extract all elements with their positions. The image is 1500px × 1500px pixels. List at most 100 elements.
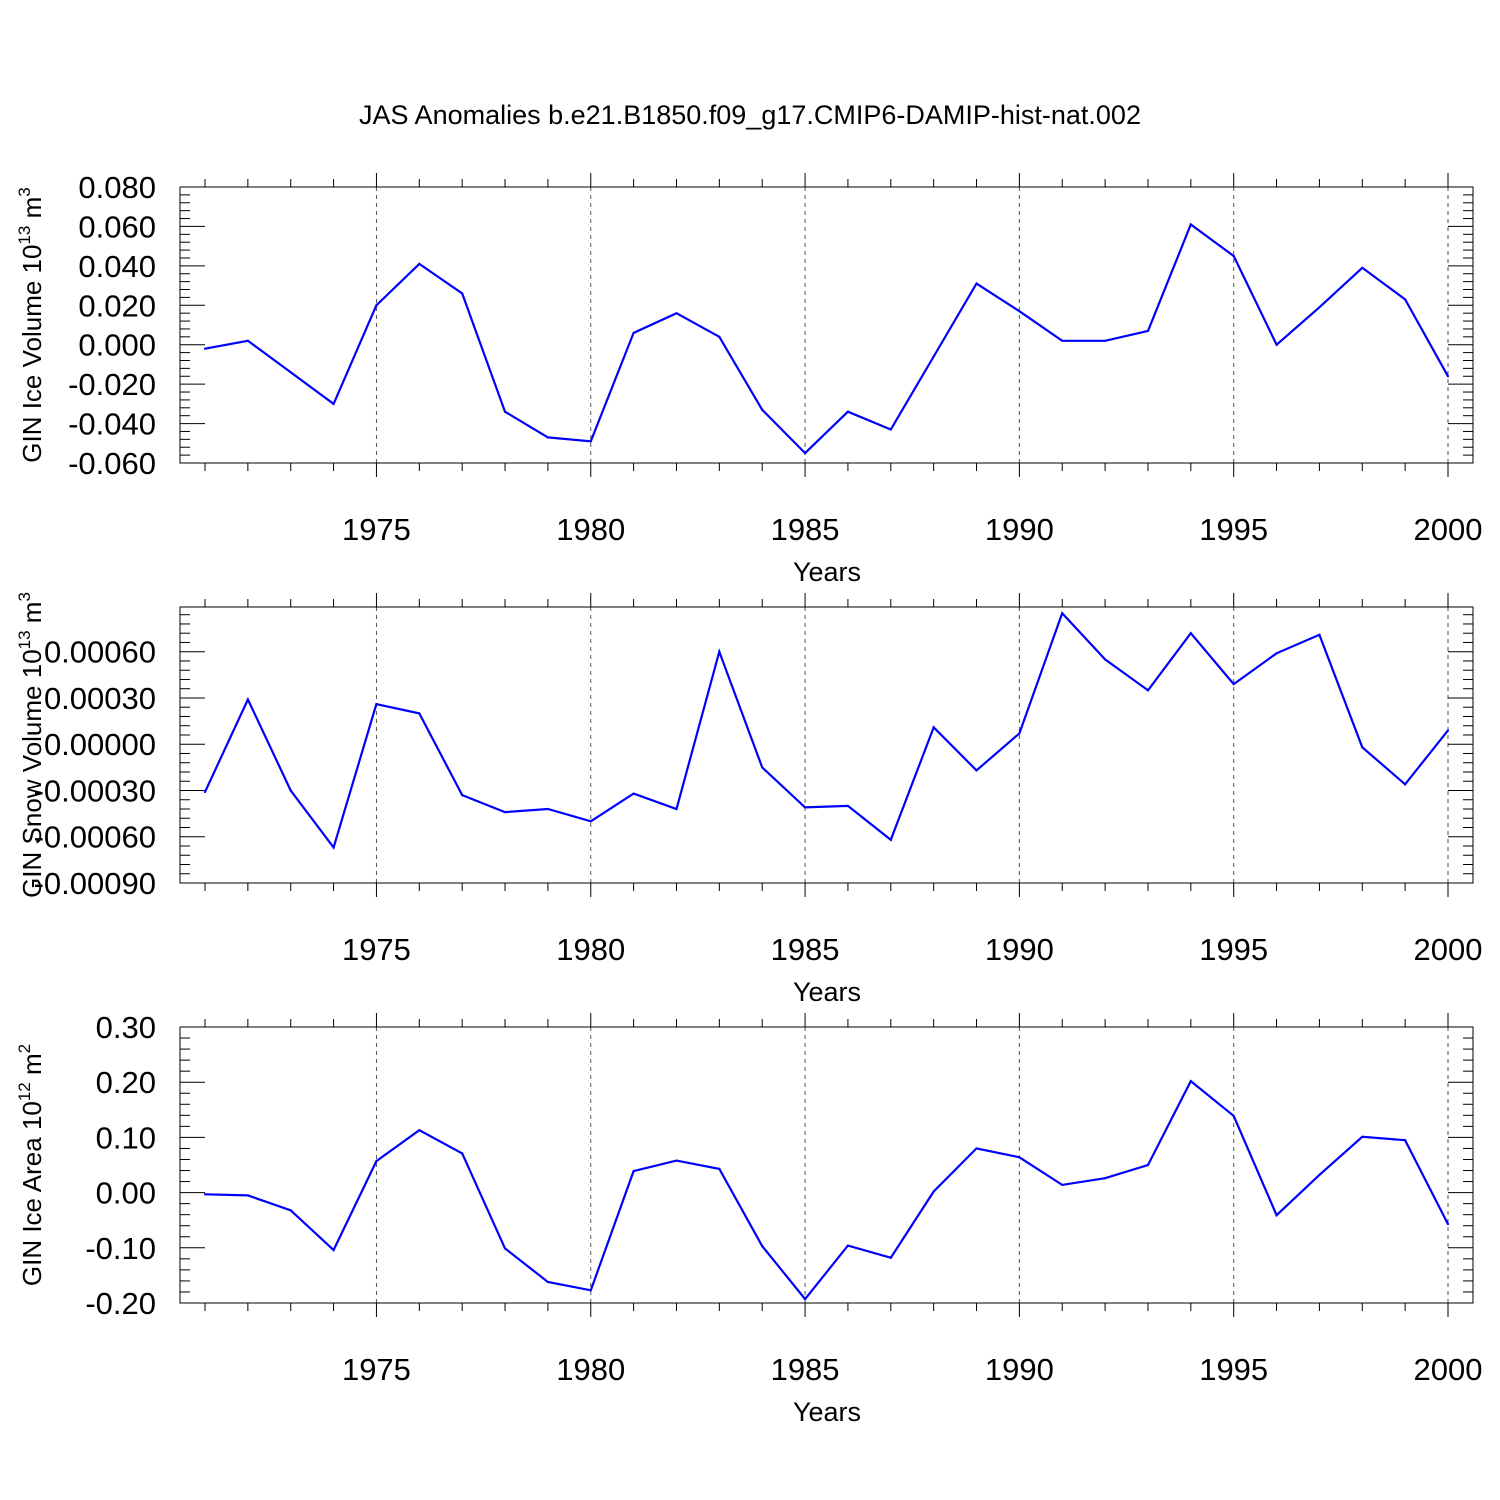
data-point [1018,1156,1021,1159]
data-point [461,292,464,295]
data-point [1361,746,1364,749]
data-point [1232,254,1235,258]
x-axis-label: Years [793,977,861,1007]
x-tick-label: 1985 [771,512,840,547]
data-point [546,1280,549,1284]
data-point [461,794,464,797]
x-tick-label: 1985 [771,932,840,967]
data-point [718,650,721,653]
data-point [375,703,378,706]
series-line [204,611,1449,850]
data-point [846,1244,850,1247]
x-tick-label: 1975 [342,932,411,967]
y-tick-label: -0.10 [85,1231,156,1266]
x-tick-label: 2000 [1414,932,1483,967]
y-axis-label: GIN Ice Area 1012 m2 [15,1044,47,1286]
data-point [246,339,249,342]
data-point [1061,339,1064,342]
data-point [375,1160,378,1163]
data-point [203,790,207,794]
y-axis-label-group: GIN Ice Volume 1013 m3 [15,187,47,463]
y-tick-label: -0.020 [68,367,156,402]
data-point [718,335,721,338]
data-point [203,347,207,350]
data-point [718,1167,721,1170]
x-tick-label: 1985 [771,1352,840,1387]
data-point [1361,266,1364,269]
data-point [1275,652,1278,655]
y-tick-label: 0.30 [96,1010,156,1045]
data-point [1189,1079,1192,1083]
data-point [889,1256,892,1259]
data-point [932,1190,935,1193]
data-point [975,282,978,285]
plot-frame [179,1026,1474,1304]
x-tick-label: 1980 [556,512,625,547]
y-tick-label: 0.020 [78,288,156,323]
data-point [546,436,549,439]
y-tick-label: 0.00060 [44,635,156,670]
data-point [375,304,378,307]
data-point [1189,632,1192,635]
data-point [889,838,892,841]
panel-1: -0.060 -0.040 -0.020 0.000 0.020 0.040 0.060 0.… [15,170,1482,587]
x-tick-label: 2000 [1414,1352,1483,1387]
x-tick-label: 2000 [1414,512,1483,547]
x-tick-label: 1990 [985,932,1054,967]
data-point [632,792,635,795]
y-tick-label: 0.10 [96,1120,156,1155]
data-point [932,726,935,729]
data-point [503,1247,507,1250]
data-point [1404,783,1407,786]
data-point [932,355,935,358]
y-axis-label-group: GIN Ice Area 1012 m2 [15,1044,47,1286]
data-point [1104,658,1107,661]
data-point [1104,1177,1107,1180]
data-point [675,312,678,315]
data-point [1361,1135,1364,1138]
data-point [803,1298,807,1301]
data-point [761,1245,764,1248]
x-axis-label: Years [793,557,861,587]
data-point [803,452,807,455]
data-point [1061,1183,1064,1186]
data-point [846,804,850,808]
data-point [975,769,978,772]
y-axis-label: GIN Ice Volume 1013 m3 [15,187,47,463]
data-point [203,1193,207,1196]
x-tick-label: 1975 [342,1352,411,1387]
y-tick-label: -0.00060 [34,820,156,855]
data-point [1061,612,1064,615]
x-tick-label: 1990 [985,1352,1054,1387]
y-tick-label: -0.040 [68,407,156,442]
data-point [803,806,807,809]
data-point [1146,689,1150,692]
panels: -0.060 -0.040 -0.020 0.000 0.020 0.040 0.060 0.… [15,170,1482,1427]
data-point [1404,1139,1407,1142]
y-tick-label: 0.20 [96,1065,156,1100]
data-point [1446,1222,1450,1226]
data-point [332,846,335,849]
data-point [1189,223,1192,226]
data-point [761,766,764,769]
x-tick-label: 1990 [985,512,1054,547]
data-point [1446,729,1450,732]
plot-frame [179,186,1474,464]
panel-3: -0.20 -0.10 0.00 0.10 0.20 0.30 1975 1980 1985 19… [15,1010,1482,1427]
y-tick-label: 0.060 [78,209,156,244]
data-point [975,1147,978,1150]
data-point [632,331,635,334]
data-point [1146,329,1150,333]
data-point [332,1248,335,1252]
data-point [889,428,892,431]
data-point [1446,375,1450,378]
x-tick-label: 1995 [1199,512,1268,547]
x-tick-label: 1975 [342,512,411,547]
y-tick-label: 0.080 [78,170,156,205]
data-point [675,807,678,811]
y-axis-label: GIN Snow Volume 1013 m3 [15,592,47,898]
y-tick-label: 0.00 [96,1176,156,1211]
data-point [1318,1173,1321,1177]
x-tick-label: 1995 [1199,932,1268,967]
